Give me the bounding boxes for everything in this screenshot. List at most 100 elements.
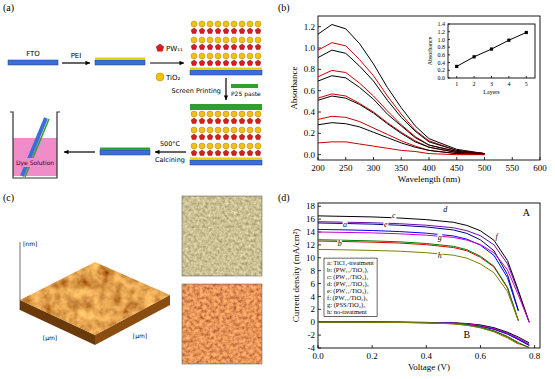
tio2-icon	[207, 127, 213, 133]
panel-label: (a)	[3, 2, 14, 14]
y-tick-label: 16	[306, 214, 316, 224]
label: Calcining	[155, 156, 185, 164]
pw11-icon	[199, 118, 205, 123]
pw11-icon	[207, 28, 213, 33]
point	[507, 39, 510, 42]
pw11-icon	[199, 28, 205, 33]
chart-2: 0.00.20.40.60.8-4-2024681012141618Voltag…	[291, 201, 541, 372]
tio2-icon	[191, 21, 197, 27]
y-tick-label: 6	[311, 279, 316, 289]
y-tick-label: 0.4	[438, 60, 446, 66]
diagram: FTOPEIPW₁₁TiO₂Screen PrintingP25 paste50…	[8, 21, 262, 178]
slide-film	[25, 119, 49, 177]
tio2-icon	[223, 127, 229, 133]
y-tick-label: 1.2	[304, 22, 315, 32]
curve-label: B	[464, 329, 471, 340]
y-tick	[318, 133, 321, 134]
tio2-icon	[255, 127, 261, 133]
curve-label: f	[496, 232, 500, 241]
x-tick-label: 500	[478, 163, 492, 173]
pw11-icon	[191, 150, 197, 155]
curve-label: a	[343, 220, 347, 229]
plot-frame	[448, 24, 535, 78]
label: FTO	[26, 50, 40, 58]
pw11-icon	[231, 60, 237, 65]
y-tick-label: 0.0	[438, 75, 446, 81]
p25-paste	[231, 84, 258, 88]
coating	[95, 58, 145, 61]
tio2-icon	[191, 37, 197, 43]
y-tick	[318, 69, 321, 70]
y-tick	[318, 154, 321, 155]
x-tick	[426, 345, 427, 348]
y-tick-label: 0.8	[438, 44, 446, 50]
pw11-icon	[223, 60, 229, 65]
series-line	[318, 116, 485, 154]
pw11-icon	[247, 150, 253, 155]
y-tick-label: 2	[311, 304, 316, 314]
y-tick-label: 1.0	[304, 43, 316, 53]
y-tick	[318, 270, 321, 271]
pw11-icon	[223, 28, 229, 33]
tio2-icon	[239, 127, 245, 133]
y-tick	[318, 283, 321, 284]
tio2-icon	[255, 21, 261, 27]
x-tick-label: 400	[422, 163, 436, 173]
y-tick-label: 12	[306, 240, 315, 250]
tio2-icon	[223, 37, 229, 43]
pw11-icon	[255, 44, 261, 49]
afm-frame	[182, 196, 262, 276]
y-tick-label: 14	[306, 227, 316, 237]
fto-slide	[8, 60, 58, 65]
point	[490, 47, 493, 50]
tio2-icon	[191, 127, 197, 133]
pw11-icon	[247, 44, 253, 49]
label-patch	[522, 208, 531, 217]
point	[473, 55, 476, 58]
tio2-icon	[231, 21, 237, 27]
tio2-icon	[239, 21, 245, 27]
coating	[190, 158, 262, 161]
y-tick-label: 10	[306, 253, 316, 263]
series-line	[318, 249, 518, 320]
label-patch	[392, 212, 397, 219]
tio2-icon	[255, 111, 261, 117]
pw11-icon	[199, 150, 205, 155]
pw11-icon	[255, 134, 261, 139]
y-tick-label: 8	[311, 266, 316, 276]
curve-label: A	[523, 207, 531, 218]
tio2-icon	[247, 53, 253, 59]
tio2-icon	[199, 53, 205, 59]
fto-slide	[95, 60, 145, 65]
label-patch	[437, 234, 442, 241]
pw11-icon	[199, 134, 205, 139]
afm-height-image	[182, 284, 262, 364]
series-line	[318, 322, 529, 344]
tio2-icon	[215, 127, 221, 133]
tio2-icon	[215, 111, 221, 117]
pw11-icon	[215, 44, 221, 49]
label-patch	[337, 240, 342, 247]
series-line	[318, 222, 529, 323]
y-tick	[318, 219, 321, 220]
tio2-icon	[199, 111, 205, 117]
tio2-icon	[207, 37, 213, 43]
pw11-icon	[255, 150, 261, 155]
tio2-icon	[215, 37, 221, 43]
panel-label: (c)	[3, 192, 14, 204]
tio2-icon	[199, 127, 205, 133]
fto-slide	[100, 150, 150, 155]
pw11-icon	[223, 150, 229, 155]
series-line	[318, 241, 518, 321]
tio2-icon	[239, 37, 245, 43]
arrow-head	[64, 150, 69, 154]
pw11-icon	[247, 118, 253, 123]
tio2-icon	[199, 37, 205, 43]
pw11-icon	[191, 44, 197, 49]
y-tick-label: 0.6	[438, 52, 446, 58]
tio2-icon	[223, 111, 229, 117]
pw11-icon	[247, 134, 253, 139]
point	[525, 31, 528, 34]
beaker	[10, 112, 60, 178]
series-line	[318, 216, 529, 322]
